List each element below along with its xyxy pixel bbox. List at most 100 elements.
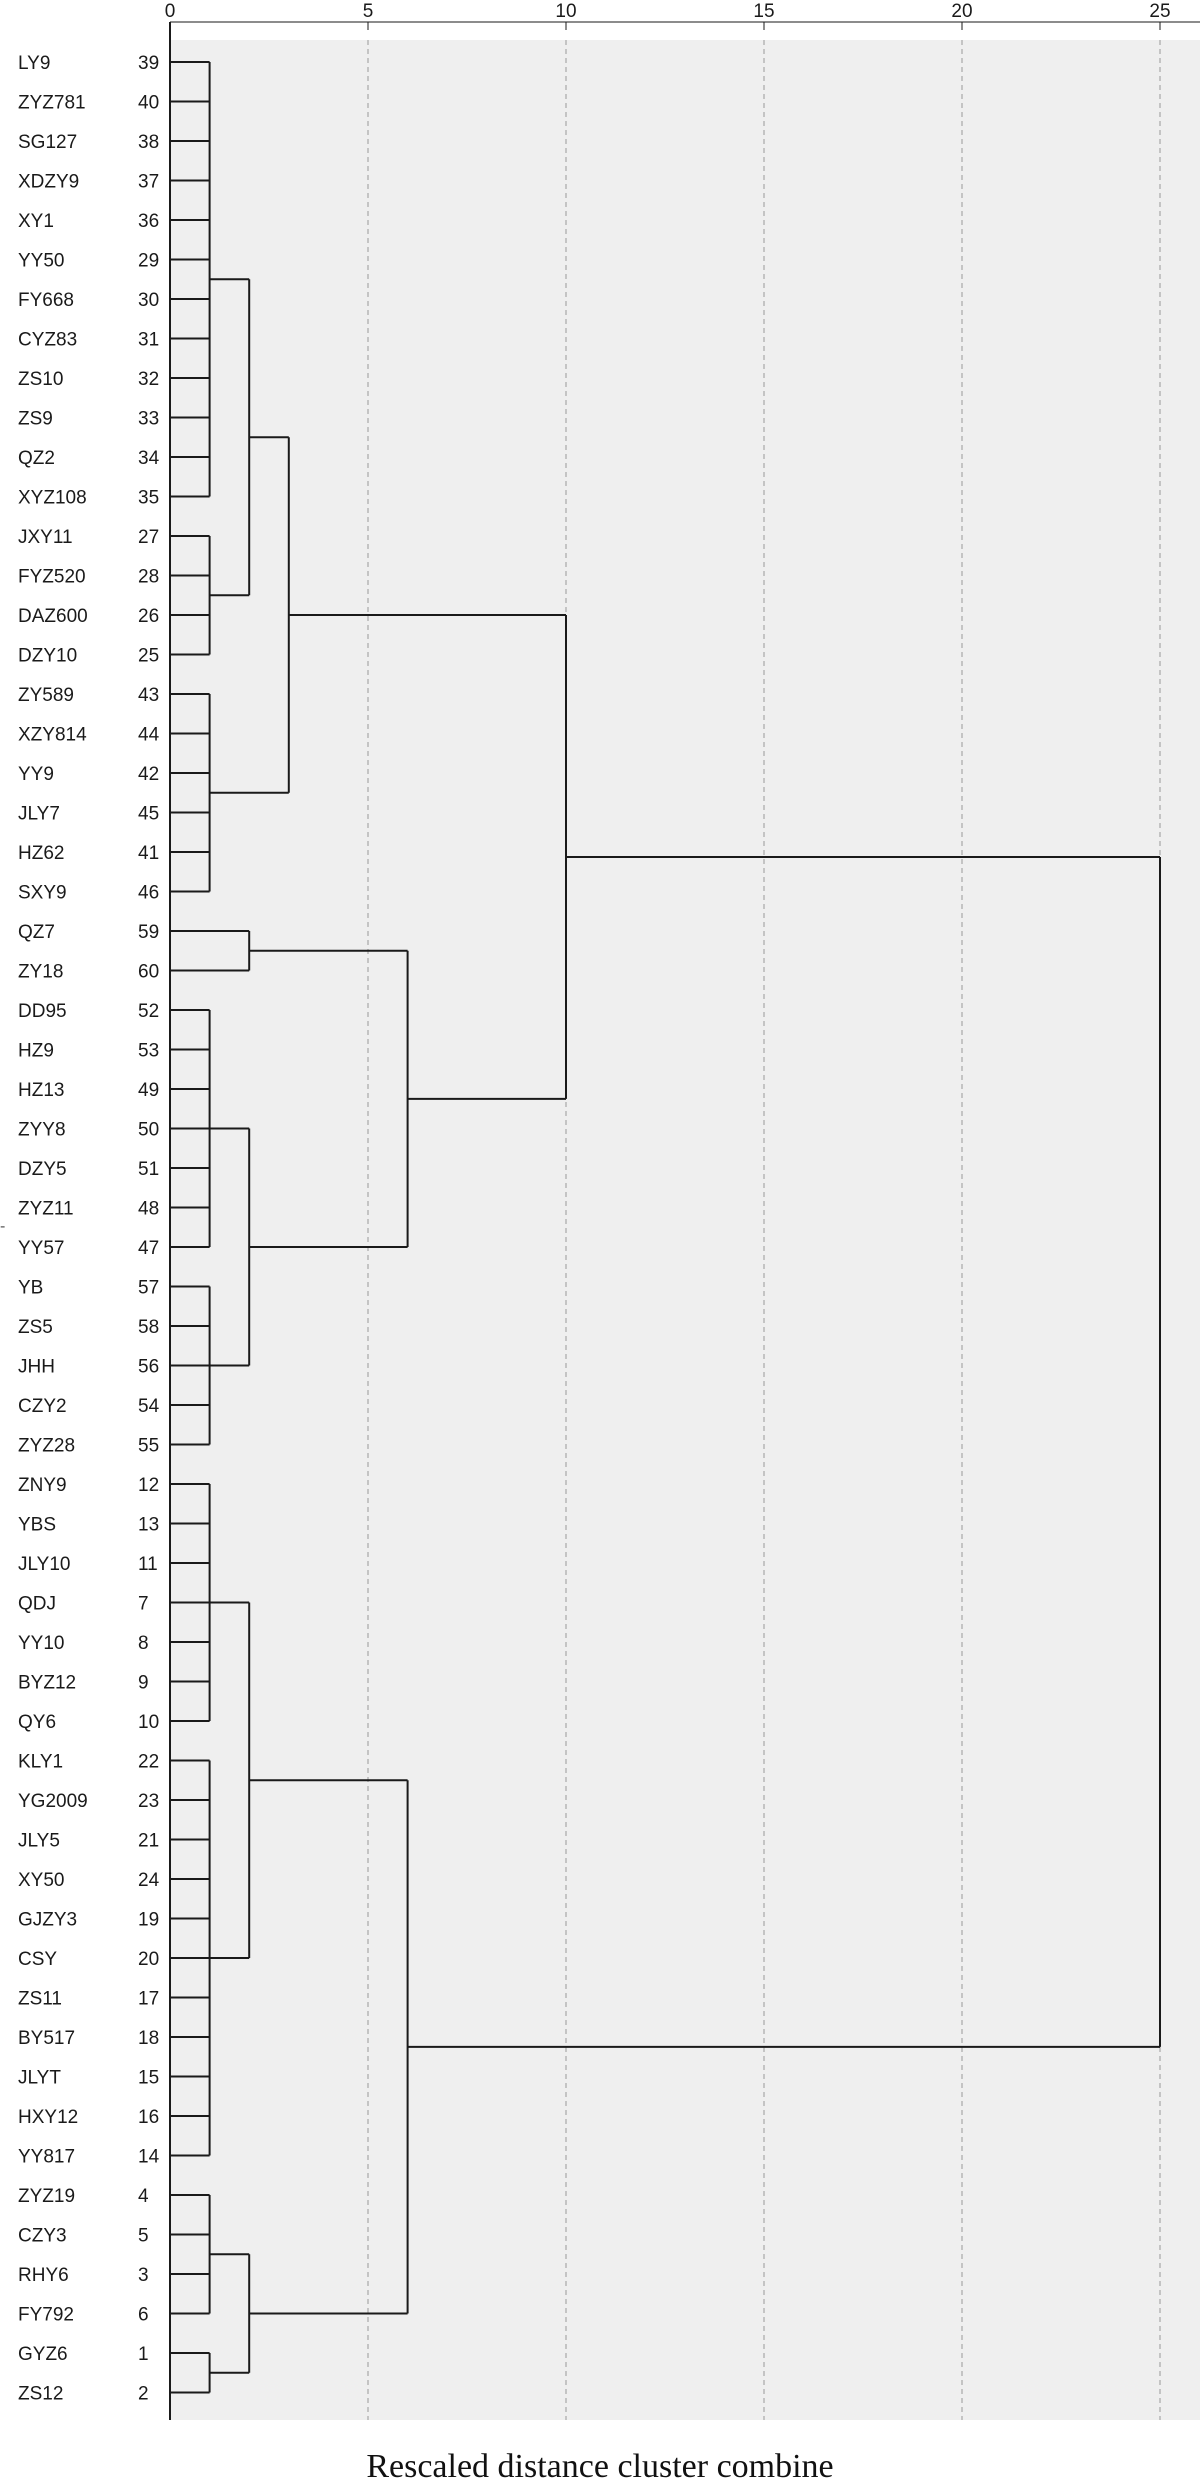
leaf-label: QZ7 — [18, 922, 55, 943]
leaf-label: QDJ — [18, 1594, 56, 1615]
leaf-id: 45 — [138, 804, 159, 825]
leaf-label: BYZ12 — [18, 1673, 76, 1694]
leaf-id: 44 — [138, 725, 160, 746]
leaf-id: 5 — [138, 2226, 149, 2247]
tick-label-25: 25 — [1149, 1, 1170, 22]
leaf-id: 33 — [138, 409, 159, 430]
leaf-id: 7 — [138, 1594, 149, 1615]
leaf-label: HXY12 — [18, 2107, 78, 2128]
leaf-label: ZYZ781 — [18, 93, 86, 114]
leaf-id: 51 — [138, 1159, 159, 1180]
leaf-label: HZ13 — [18, 1080, 64, 1101]
leaf-id: 47 — [138, 1238, 159, 1259]
leaf-label: HZ9 — [18, 1041, 54, 1062]
leaf-id: 31 — [138, 330, 159, 351]
leaf-label: SG127 — [18, 132, 77, 153]
leaf-label: QZ2 — [18, 448, 55, 469]
leaf-label: YY817 — [18, 2147, 75, 2168]
leaf-label: ZYZ19 — [18, 2186, 75, 2207]
leaf-id: 50 — [138, 1120, 159, 1141]
leaf-label: JLYT — [18, 2068, 61, 2089]
tick-label-0: 0 — [165, 1, 176, 22]
leaf-label: BY517 — [18, 2028, 75, 2049]
leaf-id: 2 — [138, 2384, 149, 2405]
leaf-id: 6 — [138, 2305, 149, 2326]
leaf-id: 58 — [138, 1317, 159, 1338]
leaf-id: 19 — [138, 1910, 159, 1931]
leaf-label: YY50 — [18, 251, 64, 272]
leaf-id: 36 — [138, 211, 159, 232]
leaf-label: JLY5 — [18, 1831, 60, 1852]
leaf-id: 60 — [138, 962, 159, 983]
leaf-id: 53 — [138, 1041, 159, 1062]
leaf-label: DZY10 — [18, 646, 77, 667]
leaf-label: ZS10 — [18, 369, 63, 390]
leaf-id: 4 — [138, 2186, 149, 2207]
leaf-id: 46 — [138, 883, 159, 904]
leaf-label: JHH — [18, 1357, 55, 1378]
leaf-id: 49 — [138, 1080, 159, 1101]
leaf-id: 41 — [138, 843, 159, 864]
leaf-id: 40 — [138, 93, 159, 114]
leaf-id: 42 — [138, 764, 159, 785]
leaf-label: HZ62 — [18, 843, 64, 864]
leaf-id: 54 — [138, 1396, 160, 1417]
leaf-label: JXY11 — [18, 527, 73, 548]
leaf-id: 15 — [138, 2068, 159, 2089]
leaf-label: ZS11 — [18, 1989, 62, 2010]
leaf-id: 3 — [138, 2265, 149, 2286]
leaf-label: YB — [18, 1278, 43, 1299]
stray-mark: - — [0, 1218, 6, 1235]
leaf-label: RHY6 — [18, 2265, 69, 2286]
leaf-label: FY792 — [18, 2305, 74, 2326]
leaf-id: 22 — [138, 1752, 159, 1773]
leaf-label: XYZ108 — [18, 488, 87, 509]
leaf-id: 13 — [138, 1515, 159, 1536]
leaf-id: 56 — [138, 1357, 159, 1378]
leaf-label: FY668 — [18, 290, 74, 311]
tick-label-20: 20 — [951, 1, 972, 22]
leaf-label: YY57 — [18, 1238, 64, 1259]
leaf-id: 20 — [138, 1949, 159, 1970]
leaf-label: ZY18 — [18, 962, 63, 983]
leaf-label: ZS5 — [18, 1317, 53, 1338]
leaf-id: 21 — [138, 1831, 159, 1852]
leaf-label: XDZY9 — [18, 172, 79, 193]
leaf-id: 14 — [138, 2147, 160, 2168]
leaf-label: YY9 — [18, 764, 54, 785]
leaf-label: LY9 — [18, 53, 50, 74]
leaf-label: ZS9 — [18, 409, 53, 430]
leaf-label: DZY5 — [18, 1159, 67, 1180]
leaf-label: JLY10 — [18, 1554, 70, 1575]
leaf-id: 27 — [138, 527, 159, 548]
tick-label-15: 15 — [753, 1, 774, 22]
leaf-label: DAZ600 — [18, 606, 88, 627]
leaf-id: 16 — [138, 2107, 159, 2128]
leaf-label: FYZ520 — [18, 567, 86, 588]
leaf-label: ZS12 — [18, 2384, 63, 2405]
tick-label-5: 5 — [363, 1, 374, 22]
leaf-id: 26 — [138, 606, 159, 627]
leaf-label: CZY3 — [18, 2226, 67, 2247]
leaf-id: 8 — [138, 1633, 149, 1654]
leaf-label: JLY7 — [18, 804, 60, 825]
leaf-id: 29 — [138, 251, 159, 272]
leaf-label: XY50 — [18, 1870, 64, 1891]
leaf-id: 37 — [138, 172, 159, 193]
leaf-id: 25 — [138, 646, 159, 667]
leaf-id: 30 — [138, 290, 159, 311]
leaf-id: 28 — [138, 567, 159, 588]
leaf-id: 38 — [138, 132, 159, 153]
leaf-label: CSY — [18, 1949, 57, 1970]
leaf-id: 59 — [138, 922, 159, 943]
leaf-id: 10 — [138, 1712, 159, 1733]
plot-background — [170, 40, 1200, 2420]
leaf-label: YY10 — [18, 1633, 64, 1654]
leaf-label: YBS — [18, 1515, 56, 1536]
leaf-label: ZYZ28 — [18, 1436, 75, 1457]
leaf-id: 18 — [138, 2028, 159, 2049]
leaf-id: 39 — [138, 53, 159, 74]
leaf-id: 57 — [138, 1278, 159, 1299]
leaf-id: 34 — [138, 448, 160, 469]
leaf-label: QY6 — [18, 1712, 56, 1733]
